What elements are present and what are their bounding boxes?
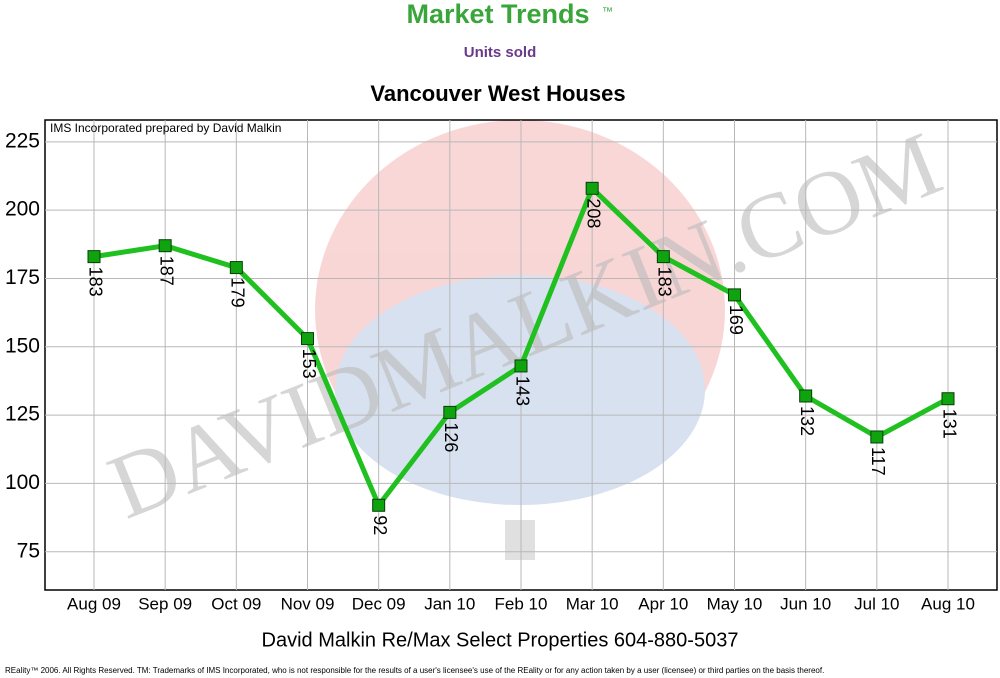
data-label: 208 <box>583 198 603 228</box>
data-label: 92 <box>370 515 390 535</box>
x-tick-label: Jul 10 <box>854 594 899 613</box>
x-tick-label: Dec 09 <box>352 594 406 613</box>
data-label: 117 <box>868 447 888 476</box>
x-tick-label: Oct 09 <box>211 594 261 613</box>
note: IMS Incorporated prepared by David Malki… <box>50 121 281 135</box>
point-marker <box>158 239 172 253</box>
x-tick-label: Mar 10 <box>566 594 619 613</box>
x-tick-label: Feb 10 <box>495 594 548 613</box>
y-tick-label: 150 <box>5 334 40 357</box>
x-tick-label: May 10 <box>707 594 763 613</box>
brand-mark: ™ <box>602 6 613 18</box>
point-marker <box>656 250 670 264</box>
x-tick-label: Jan 10 <box>424 594 475 613</box>
point-marker <box>514 359 528 373</box>
y-tick-label: 200 <box>5 198 40 221</box>
y-tick-label: 75 <box>17 539 40 562</box>
y-tick-label: 125 <box>5 403 40 426</box>
y-tick-label: 100 <box>5 471 40 494</box>
chart-title: Vancouver West Houses <box>370 81 625 106</box>
data-label: 183 <box>655 267 675 297</box>
data-label: 131 <box>939 409 959 439</box>
point-marker <box>443 405 457 419</box>
data-label: 153 <box>299 349 319 379</box>
y-tick-label: 225 <box>5 129 40 152</box>
x-axis-label: David Malkin Re/Max Select Properties 60… <box>262 629 739 651</box>
data-label: 169 <box>726 305 746 335</box>
x-tick-label: Jun 10 <box>780 594 831 613</box>
data-label: 132 <box>797 406 817 436</box>
brand: Market Trends <box>406 0 589 29</box>
data-label: 126 <box>441 422 461 452</box>
x-tick-label: Apr 10 <box>638 594 688 613</box>
x-tick-label: Nov 09 <box>281 594 335 613</box>
x-tick-label: Aug 09 <box>67 594 121 613</box>
data-label: 179 <box>228 278 248 308</box>
point-marker <box>585 181 599 195</box>
point-marker <box>229 261 243 275</box>
disclaimer: REality™ 2006. All Rights Reserved. TM: … <box>5 666 824 675</box>
point-marker <box>941 392 955 406</box>
data-label: 187 <box>156 256 176 286</box>
data-label: 183 <box>85 267 105 297</box>
data-label: 143 <box>512 376 532 406</box>
subtitle: Units sold <box>464 44 537 61</box>
point-marker <box>799 389 813 403</box>
point-marker <box>372 498 386 512</box>
point-marker <box>728 288 741 302</box>
point-marker <box>87 250 101 264</box>
x-tick-label: Aug 10 <box>921 594 975 613</box>
y-tick-label: 175 <box>5 266 40 289</box>
x-tick-label: Sep 09 <box>138 594 192 613</box>
point-marker <box>301 332 314 346</box>
point-marker <box>870 430 884 444</box>
